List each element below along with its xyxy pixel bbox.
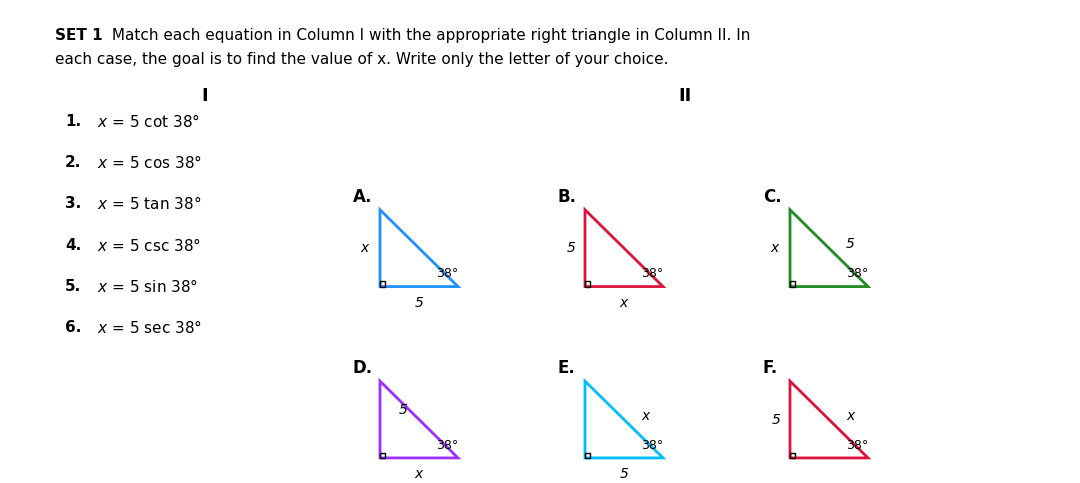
Text: 5: 5 [415, 296, 423, 310]
Text: B.: B. [557, 188, 577, 206]
Text: 3.: 3. [65, 197, 81, 212]
Text: 5: 5 [620, 467, 629, 481]
Text: 5: 5 [567, 241, 576, 255]
Text: Match each equation in Column I with the appropriate right triangle in Column II: Match each equation in Column I with the… [107, 28, 751, 43]
Text: $x$ = 5 cos 38°: $x$ = 5 cos 38° [93, 154, 202, 171]
Text: $x$ = 5 cot 38°: $x$ = 5 cot 38° [93, 113, 200, 129]
Text: 38°: 38° [846, 268, 868, 281]
Text: 38°: 38° [642, 439, 663, 452]
Text: 5: 5 [399, 403, 407, 417]
Text: E.: E. [557, 359, 576, 377]
Text: $x$: $x$ [642, 409, 652, 423]
Text: D.: D. [353, 359, 373, 377]
Text: II: II [678, 86, 691, 105]
Text: $x$ = 5 tan 38°: $x$ = 5 tan 38° [93, 195, 201, 213]
Text: 38°: 38° [846, 439, 868, 452]
Text: $x$ = 5 sec 38°: $x$ = 5 sec 38° [93, 319, 202, 337]
Text: 38°: 38° [436, 268, 458, 281]
Text: $x$: $x$ [846, 409, 856, 423]
Text: $x$ = 5 csc 38°: $x$ = 5 csc 38° [93, 237, 201, 254]
Text: 5.: 5. [65, 279, 81, 294]
Text: 38°: 38° [436, 439, 458, 452]
Text: 38°: 38° [642, 268, 663, 281]
Text: $x$: $x$ [360, 241, 370, 255]
Text: $x$ = 5 sin 38°: $x$ = 5 sin 38° [93, 278, 199, 295]
Text: 5: 5 [846, 237, 855, 251]
Text: $x$: $x$ [414, 467, 424, 481]
Text: each case, the goal is to find the value of x. Write only the letter of your cho: each case, the goal is to find the value… [55, 52, 669, 67]
Text: $x$: $x$ [619, 296, 630, 310]
Text: 1.: 1. [65, 114, 81, 128]
Text: 5: 5 [772, 412, 781, 426]
Text: $x$: $x$ [770, 241, 781, 255]
Text: I: I [202, 86, 208, 105]
Text: A.: A. [353, 188, 373, 206]
Text: C.: C. [762, 188, 781, 206]
Text: F.: F. [762, 359, 778, 377]
Text: 4.: 4. [65, 238, 81, 253]
Text: SET 1: SET 1 [55, 28, 103, 43]
Text: 6.: 6. [65, 320, 81, 335]
Text: 2.: 2. [65, 155, 81, 170]
